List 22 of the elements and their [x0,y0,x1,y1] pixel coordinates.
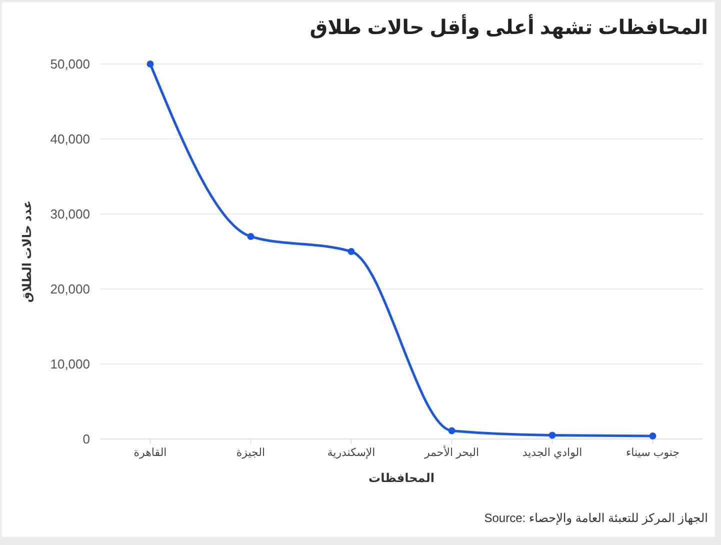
x-tick-label: الوادي الجديد [522,447,582,459]
point [548,432,556,439]
y-tick-label: 10,000 [50,356,90,372]
source-note: Source: الجهاز المركز للتعبئة العامة والإحصاء [484,511,708,525]
point [146,60,154,68]
x-tick-label: الجيزة [236,447,266,459]
y-tick-label: 0 [82,432,90,447]
point [649,432,656,440]
x-tick-label: جنوب سيناء [626,447,680,459]
y-tick-label: 30,000 [50,206,90,222]
y-tick-label: 50,000 [50,56,90,72]
x-axis-title: المحافظات [368,471,434,485]
y-tick-label: 20,000 [50,282,90,297]
x-tick-label: القاهرة [134,447,167,459]
point [448,427,456,434]
x-tick-label: البحر الأحمر [423,445,480,459]
x-tick-label: الإسكندرية [327,447,376,459]
chart-title: المحافظات تشهد أعلى وأقل حالات طلاق [310,14,708,39]
point [348,248,355,255]
y-tick-label: 40,000 [50,132,90,147]
point [247,233,254,240]
y-axis-title: عدد حالات الطلاق [20,200,34,303]
